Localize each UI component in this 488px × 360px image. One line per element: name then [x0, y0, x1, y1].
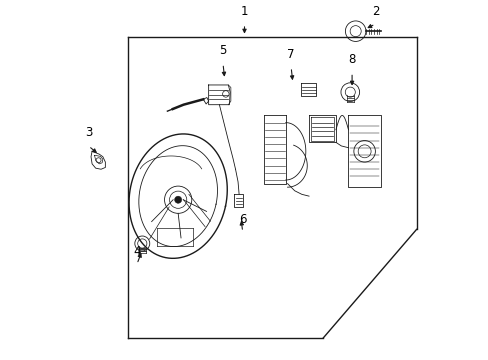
Text: 3: 3	[84, 126, 92, 139]
Text: 8: 8	[347, 53, 355, 66]
Text: 7: 7	[287, 48, 294, 60]
Circle shape	[174, 196, 182, 203]
Text: 2: 2	[371, 5, 378, 18]
Text: 5: 5	[219, 44, 226, 57]
Text: 4: 4	[133, 245, 141, 258]
Text: 1: 1	[240, 5, 248, 18]
Text: 6: 6	[239, 212, 246, 226]
